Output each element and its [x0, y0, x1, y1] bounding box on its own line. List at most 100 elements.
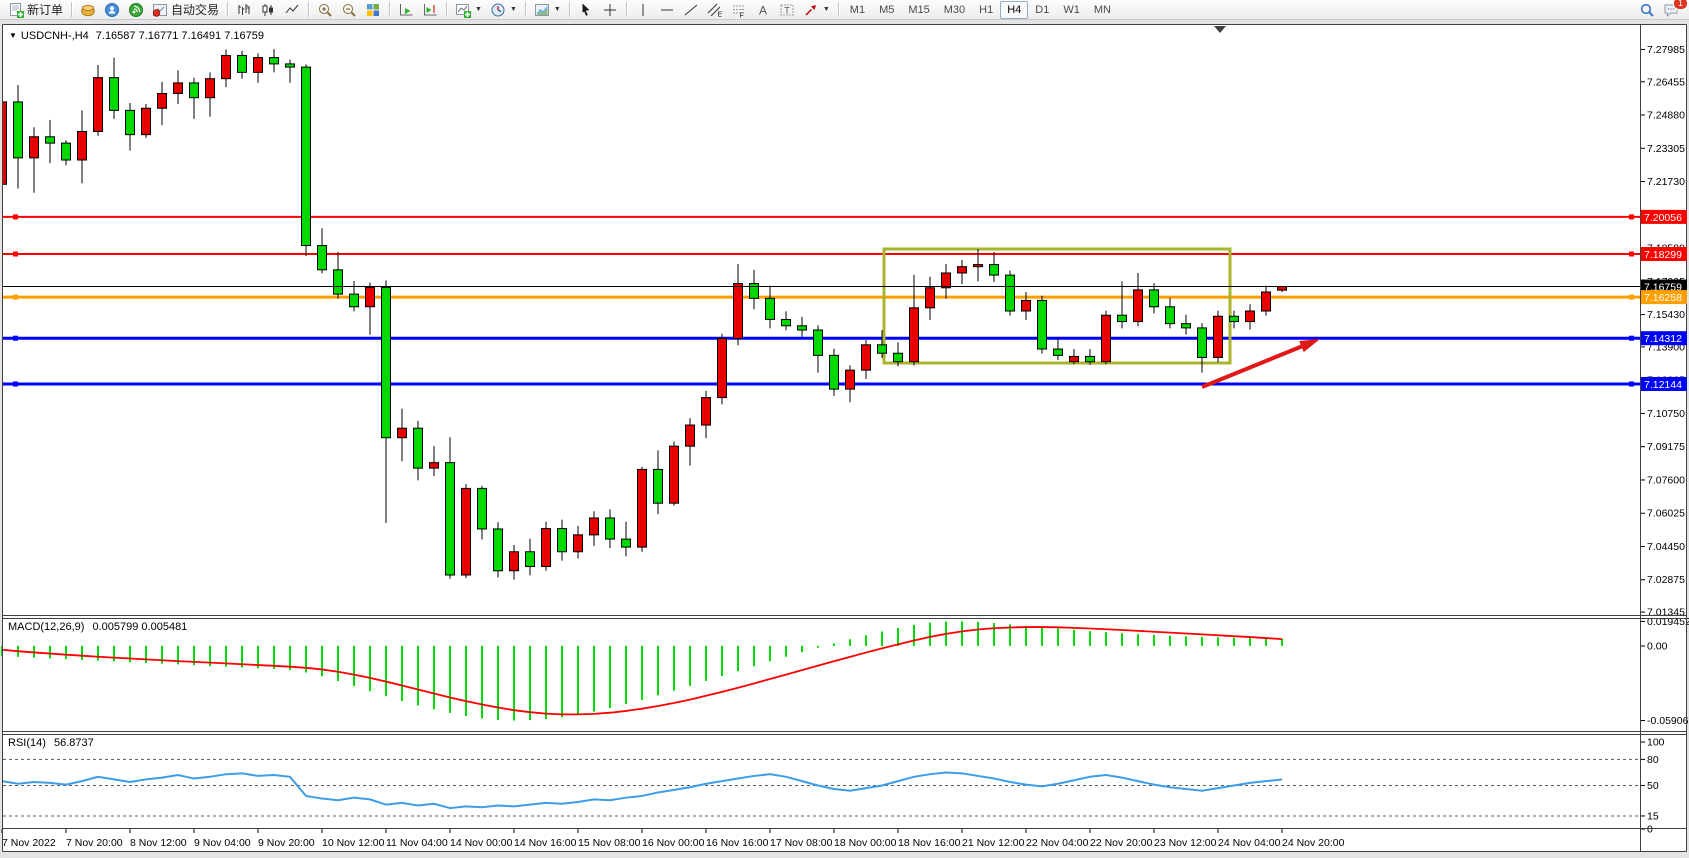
candle-bull: [925, 287, 935, 309]
candle-bull: [909, 307, 919, 363]
candle-bull: [29, 136, 39, 159]
candle-bear: [349, 293, 359, 308]
periods-button[interactable]: ▼: [486, 0, 521, 20]
new-chart-dropdown-icon[interactable]: ▼: [475, 6, 482, 13]
candle-bear: [525, 551, 535, 568]
hline-anchor[interactable]: [13, 381, 18, 387]
zoom-in-button[interactable]: [313, 0, 337, 20]
autotrade-button[interactable]: 自动交易: [148, 0, 223, 20]
candle-bull: [973, 264, 983, 268]
candle-bear: [317, 245, 327, 271]
zoom-out-button[interactable]: [337, 0, 361, 20]
price-tick-label: 7.21730: [1647, 176, 1685, 188]
hline-anchor[interactable]: [13, 214, 18, 220]
timeframe-m5-button[interactable]: M5: [879, 3, 895, 16]
hline-anchor[interactable]: [1629, 251, 1634, 257]
auto-scroll-button[interactable]: [394, 0, 418, 20]
arrows-icon: [803, 2, 819, 18]
candle-chart-button[interactable]: [256, 0, 280, 20]
search-button[interactable]: [1635, 0, 1659, 20]
chart-ohlc-values: 7.16587 7.16771 7.16491 7.16759: [95, 30, 264, 42]
candle-bear: [605, 517, 615, 540]
chart-template-button[interactable]: ▼: [530, 0, 565, 20]
new-chart-button[interactable]: ▼: [451, 0, 486, 20]
cursor-button[interactable]: [574, 0, 598, 20]
timeframe-m1-button[interactable]: M1: [849, 3, 866, 16]
price-tick-label: 7.07600: [1647, 474, 1685, 486]
timeframe-h1-button[interactable]: H1: [979, 3, 994, 16]
horizontal-line-icon: [659, 2, 675, 18]
price-badge-bg: [1641, 209, 1687, 224]
chat-button[interactable]: 1: [1659, 0, 1688, 20]
hline-anchor[interactable]: [13, 251, 18, 257]
chart-template-dropdown-icon[interactable]: ▼: [553, 6, 561, 13]
candlesticks: [3, 49, 1287, 580]
trend-arrow-shaft[interactable]: [1201, 343, 1306, 389]
community-button[interactable]: [100, 0, 124, 20]
arrows-button[interactable]: ▼: [799, 0, 834, 20]
toolbar-separator: [389, 2, 391, 17]
candle-bear: [797, 325, 807, 331]
text-icon: A: [755, 2, 771, 18]
line-chart-button[interactable]: [280, 0, 304, 20]
candle-bear: [1053, 348, 1063, 356]
timeframe-mn-button[interactable]: MN: [1093, 3, 1111, 16]
hline-anchor[interactable]: [1629, 335, 1634, 341]
consolidation-box[interactable]: [882, 247, 1232, 365]
signals-button[interactable]: [124, 0, 148, 20]
price-badges: 7.200567.182997.167597.162587.143127.121…: [1641, 209, 1687, 391]
timeframe-w1-button[interactable]: W1: [1063, 3, 1080, 16]
chart-shift-button[interactable]: [418, 0, 442, 20]
arrows-dropdown-icon[interactable]: ▼: [822, 6, 830, 13]
tile-windows-button[interactable]: [361, 0, 385, 20]
time-axis[interactable]: 7 Nov 2022 7 Nov 20:00 8 Nov 12:00 9 Nov 04…: [1, 829, 1345, 849]
time-tick-label: 22 Nov 04:00: [1026, 837, 1089, 849]
text-label-button[interactable]: T: [775, 0, 799, 20]
price-tick-label: 7.15430: [1647, 309, 1685, 321]
vertical-line-button[interactable]: [631, 0, 655, 20]
bar-chart-button[interactable]: [232, 0, 256, 20]
hline-anchor[interactable]: [1629, 214, 1634, 220]
timeframe-d1-button[interactable]: D1: [1035, 3, 1050, 16]
new-order-label: 新订单: [27, 3, 64, 17]
fibonacci-button[interactable]: F: [727, 0, 751, 20]
hline-anchor[interactable]: [13, 294, 18, 300]
hline-anchor[interactable]: [1629, 381, 1634, 387]
candle-bear: [189, 82, 199, 99]
price-badge-text: 7.14312: [1644, 333, 1682, 345]
candle-bear: [237, 54, 247, 73]
collapse-indicators-icon[interactable]: ▼: [9, 31, 17, 40]
candle-bull: [717, 337, 727, 399]
price-tick-label: 7.24880: [1647, 110, 1685, 122]
horizontal-line-button[interactable]: [655, 0, 679, 20]
periods-dropdown-icon[interactable]: ▼: [509, 6, 517, 13]
trendline-button[interactable]: [679, 0, 703, 20]
timeframe-m15-button[interactable]: M15: [908, 3, 930, 16]
crosshair-button[interactable]: [598, 0, 622, 20]
candle-bear: [781, 318, 791, 327]
timeframe-h4-button[interactable]: H4: [1000, 0, 1029, 19]
chart-shift-marker[interactable]: [1214, 26, 1226, 33]
market-button[interactable]: [76, 0, 100, 20]
toolbar-right-group: 1: [1635, 0, 1688, 20]
new-order-button[interactable]: 新订单: [4, 0, 67, 20]
hline-anchor[interactable]: [1629, 294, 1634, 300]
candle-bear: [61, 142, 71, 161]
text-button[interactable]: A: [751, 0, 775, 20]
candle-bull: [77, 130, 87, 161]
rsi-tick-label: 15: [1647, 810, 1659, 822]
price-badge-7.14312: 7.14312: [1641, 331, 1687, 346]
price-badge-7.16258: 7.16258: [1641, 290, 1687, 305]
macd-tick-label: -0.059068: [1647, 715, 1689, 727]
trend-arrow-head[interactable]: [1299, 339, 1320, 353]
candle-bear: [1165, 306, 1175, 325]
timeframe-m30-button[interactable]: M30: [943, 3, 966, 16]
hline-anchor[interactable]: [13, 335, 18, 341]
time-tick-label: 9 Nov 20:00: [258, 837, 315, 849]
candle-bear: [45, 136, 55, 144]
equidistant-channel-button[interactable]: E: [703, 0, 727, 20]
candle-bull: [685, 424, 695, 447]
price-badge-text: 7.18299: [1644, 249, 1682, 261]
bar-chart-icon: [236, 2, 252, 18]
